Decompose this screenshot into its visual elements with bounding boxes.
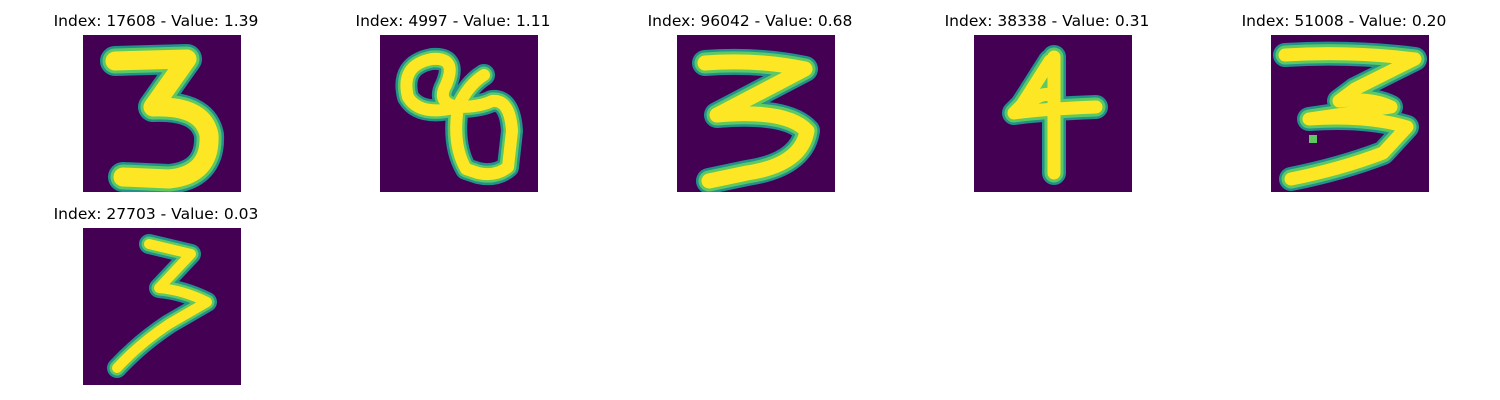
panel-5: Index: 51008 - Value: 0.20 <box>1194 10 1494 200</box>
panel-3: Index: 96042 - Value: 0.68 <box>600 10 900 200</box>
digit-3-glyph <box>100 44 225 192</box>
panel-1: Index: 17608 - Value: 1.39 <box>6 10 306 200</box>
digit-8-glyph <box>395 47 523 186</box>
panel-6: Index: 27703 - Value: 0.03 <box>6 203 306 393</box>
digit-3-glyph <box>1273 41 1427 191</box>
panel-4: Index: 38338 - Value: 0.31 <box>897 10 1197 200</box>
panel-title: Index: 96042 - Value: 0.68 <box>647 12 853 30</box>
panel-title: Index: 4997 - Value: 1.11 <box>355 12 551 30</box>
digit-3-image <box>1271 35 1429 192</box>
digit-4-image <box>974 35 1132 192</box>
panel-title: Index: 27703 - Value: 0.03 <box>53 205 259 223</box>
digit-3-image <box>83 35 241 192</box>
panel-2: Index: 4997 - Value: 1.11 <box>303 10 603 200</box>
panel-title: Index: 17608 - Value: 1.39 <box>53 12 259 30</box>
panel-title: Index: 51008 - Value: 0.20 <box>1241 12 1447 30</box>
digit-3-glyph <box>692 48 820 192</box>
digit-3-image <box>83 228 241 385</box>
digit-3-image <box>677 35 835 192</box>
panel-title: Index: 38338 - Value: 0.31 <box>944 12 1150 30</box>
digit-3-glyph <box>107 234 217 378</box>
digit-8-image <box>380 35 538 192</box>
digit-4-glyph <box>1002 45 1108 185</box>
